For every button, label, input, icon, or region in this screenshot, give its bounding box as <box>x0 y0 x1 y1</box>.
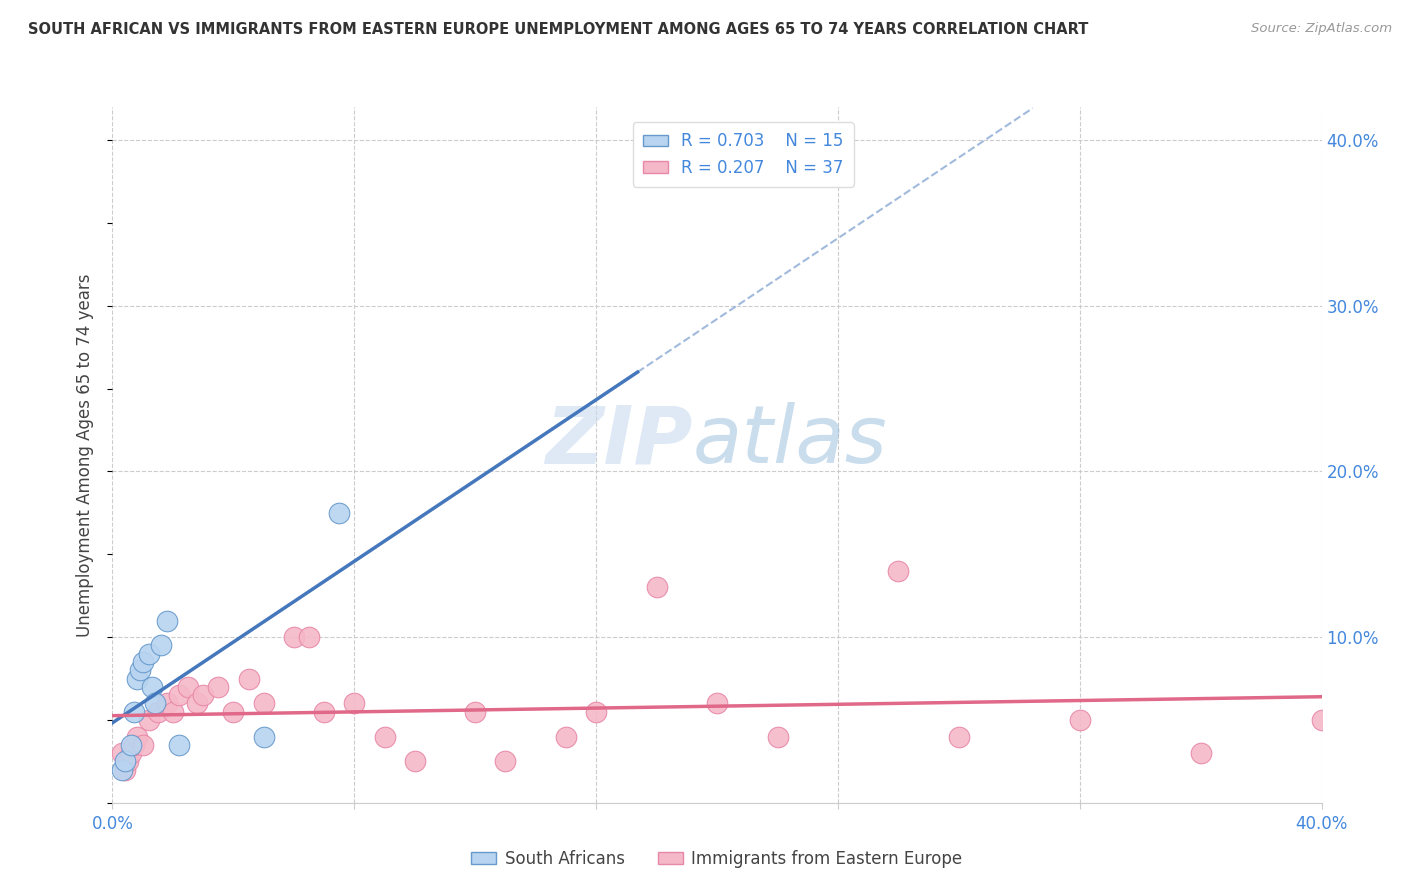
Point <box>253 730 276 744</box>
Point <box>238 672 260 686</box>
Point <box>706 697 728 711</box>
Point <box>122 738 145 752</box>
Y-axis label: Unemployment Among Ages 65 to 74 years: Unemployment Among Ages 65 to 74 years <box>76 273 94 637</box>
Point <box>1069 713 1091 727</box>
Point <box>1310 713 1333 727</box>
Point <box>125 672 148 686</box>
Point <box>283 630 305 644</box>
Text: atlas: atlas <box>693 402 887 480</box>
Point <box>191 688 214 702</box>
Point <box>132 655 155 669</box>
Point <box>645 581 668 595</box>
Text: ZIP: ZIP <box>546 402 693 480</box>
Point <box>343 697 366 711</box>
Point <box>167 688 190 702</box>
Point <box>146 705 169 719</box>
Point <box>120 738 142 752</box>
Point <box>222 705 245 719</box>
Point <box>298 630 321 644</box>
Point <box>404 755 426 769</box>
Point <box>122 705 145 719</box>
Point <box>120 746 142 760</box>
Point <box>156 697 179 711</box>
Point <box>110 746 132 760</box>
Text: SOUTH AFRICAN VS IMMIGRANTS FROM EASTERN EUROPE UNEMPLOYMENT AMONG AGES 65 TO 74: SOUTH AFRICAN VS IMMIGRANTS FROM EASTERN… <box>28 22 1088 37</box>
Point <box>766 730 789 744</box>
Point <box>132 738 155 752</box>
Point <box>125 730 148 744</box>
Point <box>1189 746 1212 760</box>
Point <box>177 680 200 694</box>
Point <box>162 705 184 719</box>
Point <box>948 730 970 744</box>
Point <box>495 755 517 769</box>
Point <box>314 705 336 719</box>
Point <box>128 663 150 677</box>
Point <box>143 697 166 711</box>
Point <box>186 697 208 711</box>
Point <box>138 647 160 661</box>
Point <box>149 639 172 653</box>
Text: Source: ZipAtlas.com: Source: ZipAtlas.com <box>1251 22 1392 36</box>
Point <box>110 763 132 777</box>
Point <box>156 614 179 628</box>
Point <box>117 755 139 769</box>
Point <box>253 697 276 711</box>
Point <box>328 506 350 520</box>
Point <box>141 680 163 694</box>
Point <box>374 730 396 744</box>
Point <box>167 738 190 752</box>
Point <box>138 713 160 727</box>
Point <box>585 705 607 719</box>
Point <box>887 564 910 578</box>
Point <box>464 705 486 719</box>
Point <box>114 763 136 777</box>
Point <box>554 730 576 744</box>
Legend: South Africans, Immigrants from Eastern Europe: South Africans, Immigrants from Eastern … <box>465 843 969 874</box>
Point <box>114 755 136 769</box>
Point <box>207 680 229 694</box>
